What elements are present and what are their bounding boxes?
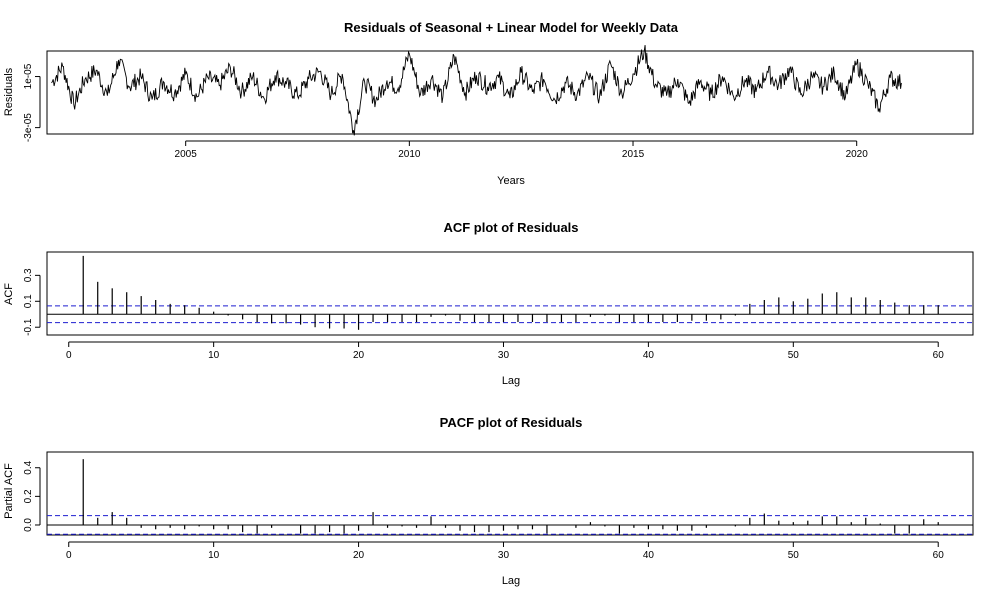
acf-x-tick-label: 50 (788, 350, 800, 361)
pacf-x-tick-label: 10 (208, 550, 220, 561)
acf-x-tick-label: 20 (353, 350, 365, 361)
acf-y-label: ACF (3, 283, 15, 305)
pacf-y-tick-label: 0.2 (23, 489, 34, 503)
pacf-y-label: Partial ACF (3, 463, 15, 519)
pacf-x-tick-label: 50 (788, 550, 800, 561)
pacf-title: PACF plot of Residuals (440, 415, 583, 430)
acf-plot-frame (46, 251, 974, 336)
acf-x-tick-label: 10 (208, 350, 220, 361)
pacf-plot-frame (46, 451, 974, 536)
acf-x-tick-label: 60 (933, 350, 945, 361)
acf-y-tick-label: -0.1 (23, 318, 34, 336)
acf-title: ACF plot of Residuals (443, 220, 578, 235)
pacf-panel: PACF plot of Residuals Lag Partial ACF 0… (3, 415, 974, 587)
pacf-x-tick-label: 40 (643, 550, 655, 561)
acf-x-tick-label: 40 (643, 350, 655, 361)
residuals-x-tick-label: 2015 (622, 149, 645, 160)
pacf-x-label: Lag (502, 575, 520, 587)
residuals-plot-frame (46, 50, 974, 135)
acf-x-tick-label: 0 (66, 350, 72, 361)
acf-y-tick-label: 0.1 (23, 294, 34, 308)
pacf-x-tick-label: 0 (66, 550, 72, 561)
residuals-x-tick-label: 2020 (846, 149, 869, 160)
residuals-y-tick-label: -3e-05 (23, 113, 34, 142)
pacf-x-tick-label: 30 (498, 550, 510, 561)
acf-y-tick-label: 0.3 (23, 268, 34, 282)
residuals-x-tick-label: 2010 (398, 149, 421, 160)
pacf-y-tick-label: 0.4 (23, 460, 34, 474)
acf-panel: ACF plot of Residuals Lag ACF 0 10 20 30 40 5… (3, 220, 974, 387)
pacf-x-tick-label: 20 (353, 550, 365, 561)
acf-x-tick-label: 30 (498, 350, 510, 361)
residuals-title: Residuals of Seasonal + Linear Model for… (344, 20, 679, 35)
acf-x-label: Lag (502, 375, 520, 387)
residuals-series-line (51, 45, 902, 136)
residuals-x-tick-label: 2005 (175, 149, 198, 160)
residuals-panel: Residuals of Seasonal + Linear Model for… (3, 20, 974, 187)
residuals-y-label: Residuals (3, 67, 15, 116)
residuals-y-tick-label: 1e-05 (23, 63, 34, 89)
residuals-x-label: Years (497, 175, 525, 187)
pacf-y-tick-label: 0.0 (23, 518, 34, 532)
pacf-x-tick-label: 60 (933, 550, 945, 561)
